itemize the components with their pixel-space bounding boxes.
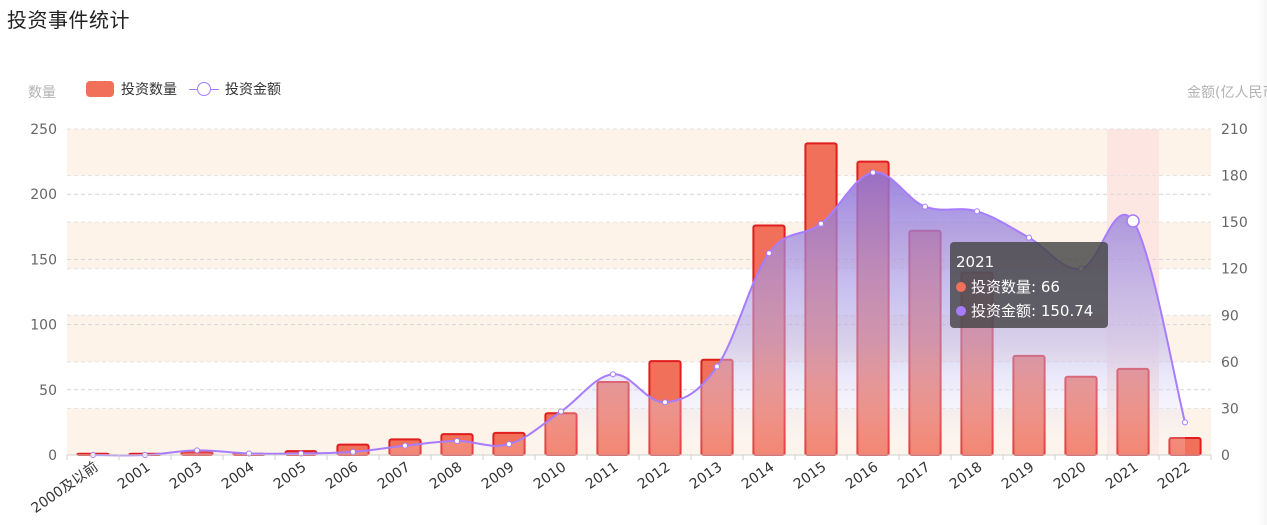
tooltip: 2021 投资数量: 66 投资金额: 150.74	[950, 242, 1108, 328]
x-tick-label: 2007	[375, 459, 413, 493]
amount-area	[93, 172, 1185, 456]
tooltip-row-amount: 投资金额: 150.74	[956, 299, 1102, 324]
amount-point-2018	[974, 208, 980, 215]
amount-point-2009	[506, 441, 512, 448]
legend: 投资数量 投资金额	[86, 79, 293, 99]
amount-point-2021	[1126, 214, 1140, 228]
tooltip-dot-amount-icon	[956, 306, 966, 317]
tooltip-row-count: 投资数量: 66	[956, 275, 1102, 300]
amount-point-2022	[1182, 419, 1188, 426]
x-tick-label: 2021	[1103, 459, 1141, 493]
tooltip-title: 2021	[956, 253, 995, 271]
x-tick-label: 2011	[583, 459, 621, 493]
amount-point-2011	[610, 371, 616, 378]
tooltip-dot-count-icon	[956, 281, 966, 292]
line-swatch-icon	[189, 81, 219, 97]
y-right-tick-label: 120	[1221, 262, 1248, 278]
x-tick-label: 2004	[219, 459, 257, 493]
x-tick-label: 2014	[739, 459, 777, 493]
amount-point-2013	[714, 363, 720, 370]
y-left-tick-label: 200	[30, 187, 57, 203]
x-tick-label: 2019	[999, 459, 1037, 493]
y-right-tick-label: 0	[1221, 448, 1230, 464]
x-tick-label: 2013	[687, 459, 725, 493]
x-tick-label: 2016	[843, 459, 881, 493]
x-tick-label: 2006	[323, 459, 361, 493]
amount-point-2010	[558, 408, 564, 415]
amount-point-2017	[922, 203, 928, 210]
x-tick-label: 2000及以前	[28, 458, 101, 516]
x-tick-label: 2008	[427, 459, 465, 493]
amount-point-2008	[454, 438, 460, 445]
bar-swatch-icon	[86, 81, 114, 97]
y-left-tick-label: 100	[30, 318, 57, 334]
y-right-tick-label: 180	[1221, 169, 1248, 185]
right-axis-name: 金额(亿人民币)	[1187, 85, 1267, 101]
x-tick-label: 2003	[167, 459, 205, 493]
x-tick-label: 2012	[635, 459, 673, 493]
y-right-tick-label: 150	[1221, 215, 1248, 231]
x-tick-label: 2022	[1155, 459, 1193, 493]
amount-point-2003	[194, 447, 200, 454]
legend-label-amount: 投资金额	[225, 82, 281, 98]
amount-point-2006	[350, 448, 356, 455]
x-tick-label: 2009	[479, 459, 517, 493]
tooltip-count-text: 投资数量: 66	[971, 277, 1060, 296]
amount-point-2012	[662, 399, 668, 406]
x-tick-label: 2015	[791, 459, 829, 493]
y-left-tick-label: 150	[30, 252, 57, 268]
x-tick-label: 2001	[115, 459, 153, 493]
y-left-tick-label: 250	[30, 122, 57, 138]
left-axis-name: 数量	[28, 85, 56, 101]
legend-item-amount[interactable]: 投资金额	[189, 79, 281, 99]
chart-title: 投资事件统计	[7, 8, 130, 32]
x-tick-label: 2020	[1051, 459, 1089, 493]
x-tick-label: 2017	[895, 459, 933, 493]
x-tick-label: 2005	[271, 459, 309, 493]
amount-point-2016	[870, 169, 876, 176]
scrollbar-edge	[1257, 0, 1267, 525]
amount-point-2014	[766, 250, 772, 257]
amount-point-2015	[818, 220, 824, 227]
y-left-tick-label: 0	[48, 448, 57, 464]
y-right-tick-label: 210	[1221, 122, 1248, 138]
y-right-tick-label: 90	[1221, 308, 1239, 324]
y-right-tick-label: 60	[1221, 355, 1239, 371]
grid-band	[67, 129, 1211, 176]
amount-point-2007	[402, 442, 408, 449]
amount-point-2019	[1026, 234, 1032, 241]
tooltip-amount-text: 投资金额: 150.74	[971, 302, 1094, 320]
legend-item-count[interactable]: 投资数量	[86, 79, 177, 99]
legend-label-count: 投资数量	[121, 82, 177, 98]
x-tick-label: 2010	[531, 459, 569, 493]
y-right-tick-label: 30	[1221, 401, 1239, 417]
x-tick-label: 2018	[947, 459, 985, 493]
y-left-tick-label: 50	[39, 383, 57, 399]
